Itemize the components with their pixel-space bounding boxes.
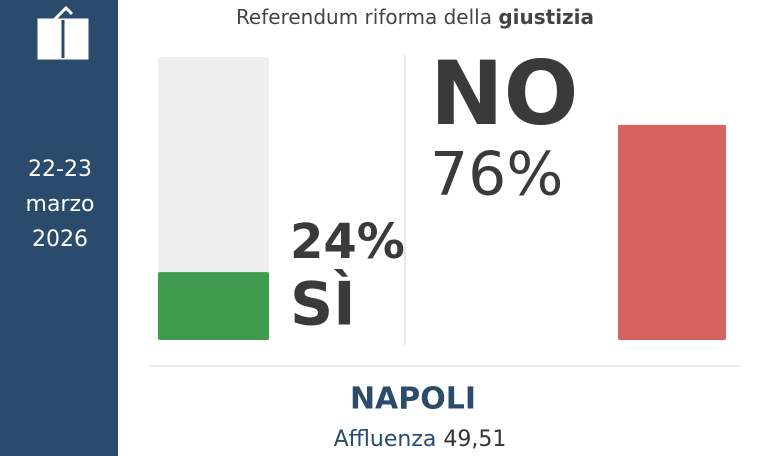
location: NAPOLI: [350, 382, 476, 417]
ballot-icon: [37, 5, 89, 60]
turnout: Affluenza 49,51: [334, 427, 507, 452]
title-text: Referendum riforma della: [236, 5, 492, 29]
category-label: SÌ: [290, 268, 356, 340]
date-line: 2026: [32, 227, 88, 252]
category-label: NO: [430, 42, 578, 145]
bar: [618, 124, 726, 340]
date-line: 22-23: [28, 157, 92, 182]
turnout-value: 49,51: [443, 427, 506, 452]
bar: [158, 272, 269, 340]
sidebar: [0, 0, 118, 456]
bar-track: [158, 57, 269, 340]
chart-title: Referendum riforma della giustizia: [236, 5, 594, 29]
value-label: 24%: [290, 214, 405, 270]
title-emphasis: giustizia: [498, 5, 594, 29]
value-label: 76%: [430, 140, 563, 210]
turnout-label: Affluenza: [334, 427, 437, 452]
date-line: marzo: [26, 192, 95, 217]
